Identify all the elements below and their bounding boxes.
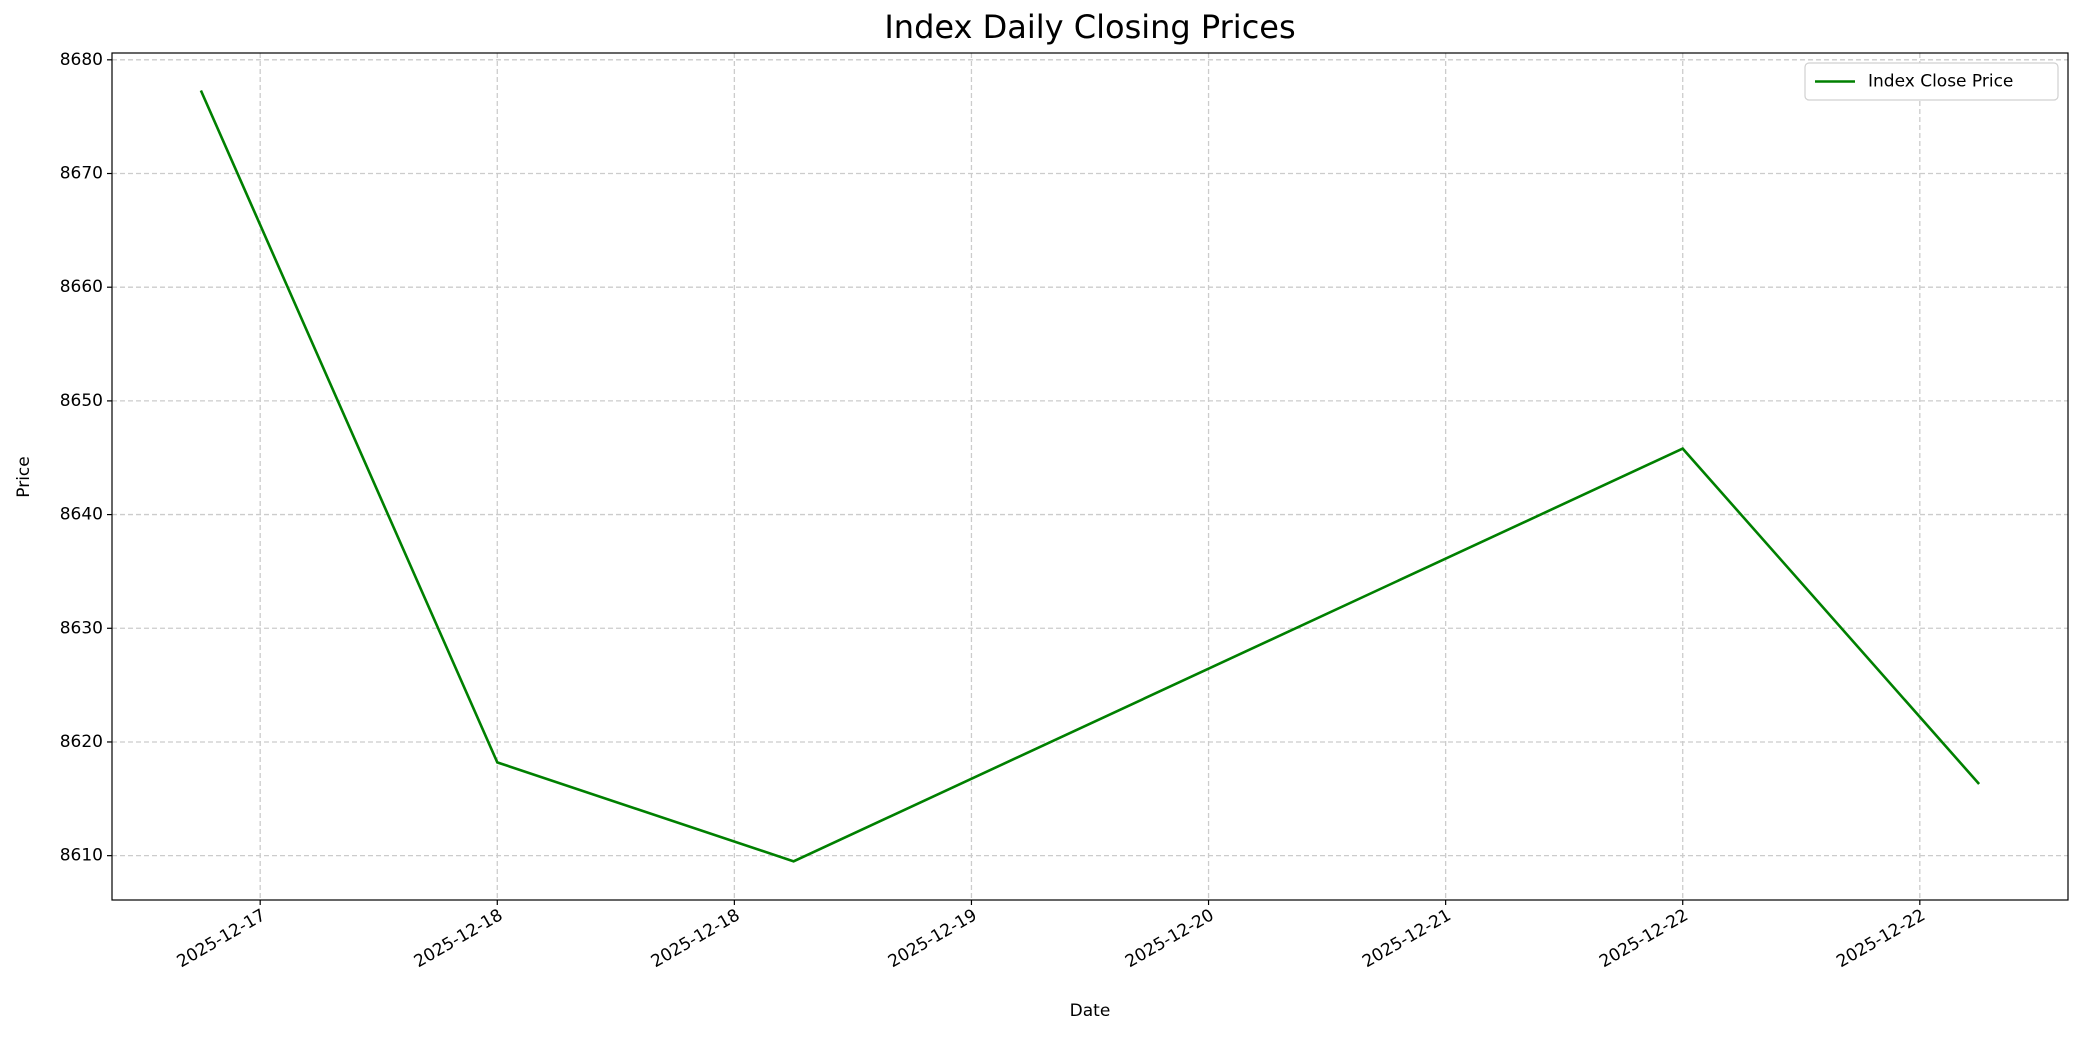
y-tick-label: 8650 xyxy=(60,391,103,411)
y-axis-label: Price xyxy=(14,456,34,497)
y-tick-label: 8670 xyxy=(60,164,103,184)
plot-frame xyxy=(111,52,2069,901)
data-line xyxy=(199,89,1981,863)
y-tick-label: 8660 xyxy=(60,277,103,297)
y-tick-label: 8620 xyxy=(60,732,103,752)
y-tick-label: 8680 xyxy=(60,50,103,70)
y-tick-label: 8610 xyxy=(60,846,103,866)
y-tick-label: 8640 xyxy=(60,505,103,525)
legend-label: Index Close Price xyxy=(1868,72,2013,92)
chart-title: Index Daily Closing Prices xyxy=(884,8,1295,46)
x-axis-label: Date xyxy=(1070,1001,1111,1021)
legend-box xyxy=(1804,62,2059,101)
y-tick-label: 8630 xyxy=(60,618,103,638)
